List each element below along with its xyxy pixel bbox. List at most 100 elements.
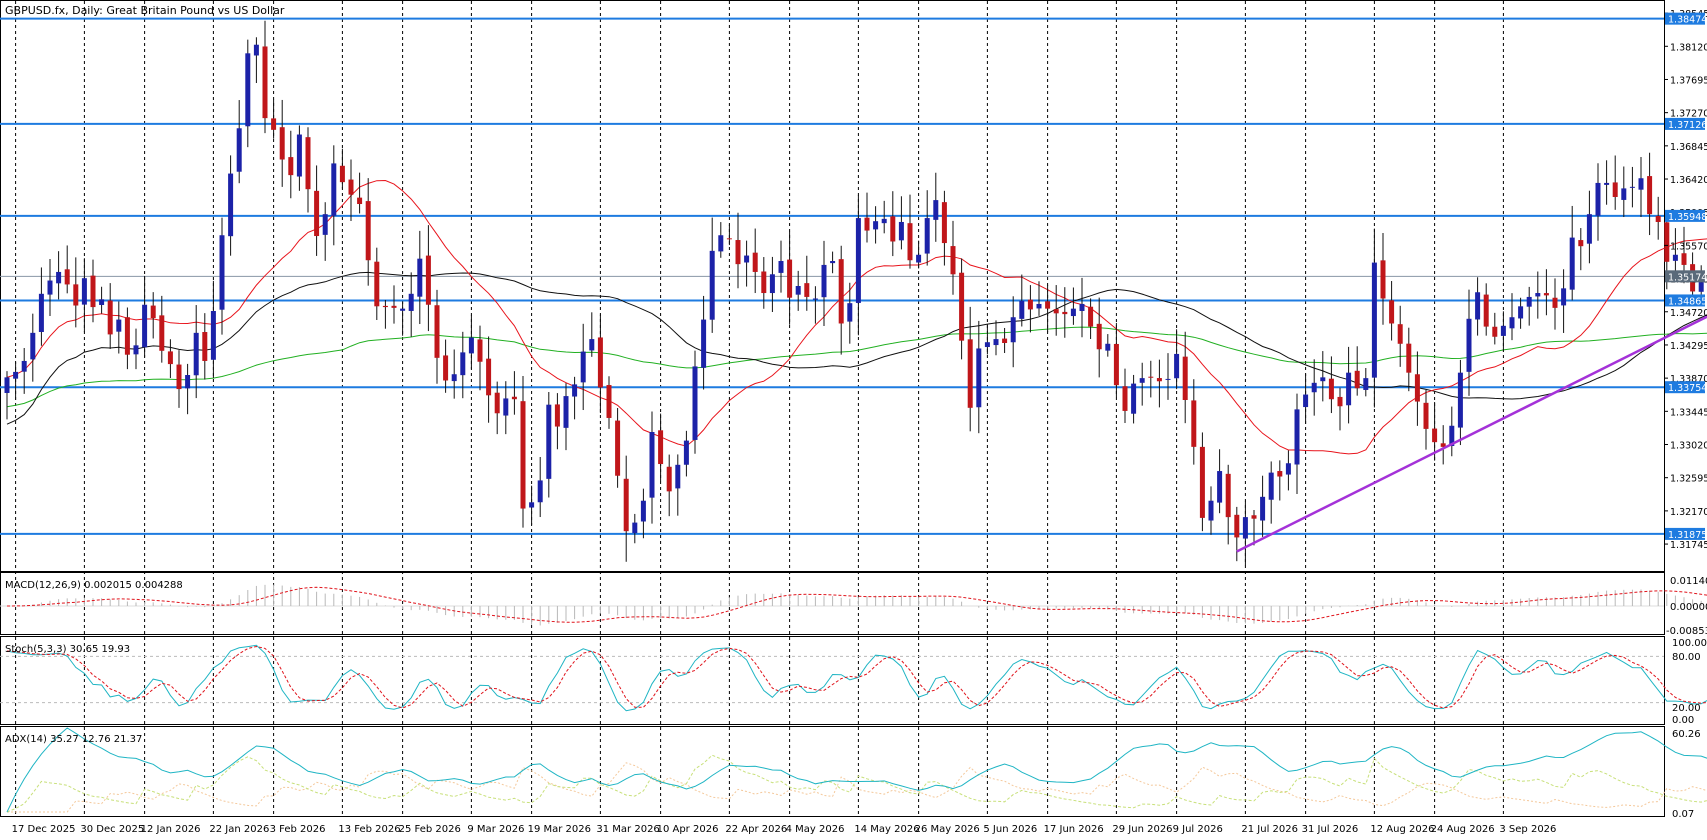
bull-candle-body bbox=[830, 261, 835, 263]
bear-candle-body bbox=[374, 262, 379, 307]
candle bbox=[572, 377, 577, 419]
bull-candle-body bbox=[1269, 473, 1274, 500]
bull-candle-body bbox=[650, 432, 655, 498]
candle bbox=[30, 314, 35, 382]
candle bbox=[512, 371, 517, 415]
bull-candle-body bbox=[409, 294, 414, 311]
adx-plus-di-line bbox=[7, 755, 1707, 812]
candle bbox=[822, 241, 827, 326]
bull-candle-body bbox=[220, 235, 225, 309]
bull-candle-body bbox=[710, 251, 715, 320]
bear-candle-body bbox=[968, 339, 973, 407]
bull-candle-body bbox=[22, 361, 27, 372]
bull-candle-body bbox=[99, 299, 104, 305]
candle bbox=[1209, 486, 1214, 534]
bull-candle-body bbox=[856, 218, 861, 303]
stoch-signal-line bbox=[7, 647, 1707, 709]
x-tick-label: 13 Feb 2026 bbox=[338, 824, 400, 835]
candle bbox=[624, 456, 629, 562]
x-tick-label: 3 Feb 2026 bbox=[270, 824, 326, 835]
bull-candle-body bbox=[1363, 378, 1368, 390]
candle bbox=[796, 271, 801, 311]
candle bbox=[99, 287, 104, 314]
bull-candle-body bbox=[564, 396, 569, 428]
candle bbox=[890, 191, 895, 256]
bull-candle-body bbox=[116, 320, 121, 332]
bear-candle-body bbox=[1484, 295, 1489, 327]
candle bbox=[426, 225, 431, 331]
level-tag-label: 1.31875 bbox=[1668, 530, 1707, 541]
candle bbox=[142, 276, 147, 357]
candles bbox=[5, 21, 1707, 565]
bear-candle-body bbox=[753, 253, 758, 272]
candle bbox=[48, 259, 53, 316]
candle bbox=[185, 364, 190, 414]
candle bbox=[1363, 368, 1368, 396]
bear-candle-body bbox=[1492, 327, 1497, 337]
adx-axis-top: 60.26 bbox=[1672, 729, 1701, 740]
candle bbox=[1475, 277, 1480, 335]
bear-candle-body bbox=[435, 305, 440, 358]
candle bbox=[435, 290, 440, 384]
price-tick-label: 1.33445 bbox=[1670, 407, 1707, 418]
candle bbox=[1148, 361, 1153, 398]
bear-candle-body bbox=[426, 256, 431, 305]
macd-pane bbox=[0, 585, 1707, 626]
adx-pane bbox=[7, 728, 1707, 812]
price-tick-label: 1.31745 bbox=[1670, 540, 1707, 551]
candle bbox=[1535, 272, 1540, 319]
price-tick-label: 1.37695 bbox=[1670, 75, 1707, 86]
candle bbox=[1398, 306, 1403, 367]
x-tick-label: 14 May 2026 bbox=[854, 824, 919, 835]
candle bbox=[770, 257, 775, 312]
candle bbox=[503, 381, 508, 434]
stoch-axis-20: 20.00 bbox=[1672, 703, 1701, 714]
candle bbox=[1243, 501, 1248, 565]
price-tick-label: 1.32595 bbox=[1670, 474, 1707, 485]
candle bbox=[736, 213, 741, 288]
bear-candle-body bbox=[495, 393, 500, 414]
candle bbox=[237, 100, 242, 183]
bear-candle-body bbox=[159, 315, 164, 350]
bear-candle-body bbox=[314, 191, 319, 236]
candle bbox=[159, 296, 164, 363]
x-tick-label: 29 Jun 2026 bbox=[1112, 824, 1172, 835]
candle bbox=[1114, 323, 1119, 397]
bear-candle-body bbox=[1054, 309, 1059, 313]
bull-candle-body bbox=[882, 219, 887, 223]
x-tick-label: 30 Dec 2025 bbox=[80, 824, 144, 835]
bull-candle-body bbox=[1295, 409, 1300, 464]
candle bbox=[1553, 278, 1558, 329]
candle bbox=[13, 362, 18, 400]
stoch-axis-top: 100.00 bbox=[1672, 638, 1707, 649]
candle bbox=[727, 225, 732, 245]
bull-candle-body bbox=[1286, 463, 1291, 474]
bull-candle-body bbox=[460, 352, 465, 375]
macd-label: MACD(12,26,9) 0.002015 0.004288 bbox=[5, 580, 183, 591]
bear-candle-body bbox=[151, 306, 156, 318]
bull-candle-body bbox=[1140, 378, 1145, 383]
bull-candle-body bbox=[211, 311, 216, 360]
candle bbox=[220, 218, 225, 335]
current-price-label: 1.35174 bbox=[1668, 272, 1707, 283]
bear-candle-body bbox=[959, 273, 964, 341]
candle bbox=[1630, 167, 1635, 207]
bull-candle-body bbox=[1166, 379, 1171, 380]
bull-candle-body bbox=[1071, 309, 1076, 316]
candle bbox=[1166, 353, 1171, 400]
bear-candle-body bbox=[91, 276, 96, 307]
bull-candle-body bbox=[452, 374, 457, 381]
bear-candle-body bbox=[366, 201, 371, 260]
candle bbox=[632, 514, 637, 543]
adx-pane-frame bbox=[1, 727, 1665, 817]
candle bbox=[865, 193, 870, 243]
x-tick-label: 26 May 2026 bbox=[915, 824, 980, 835]
bear-candle-body bbox=[349, 180, 354, 195]
candle bbox=[804, 256, 809, 311]
bull-candle-body bbox=[701, 320, 706, 368]
candle bbox=[1011, 296, 1016, 367]
bear-candle-body bbox=[168, 351, 173, 364]
bear-candle-body bbox=[271, 118, 276, 129]
